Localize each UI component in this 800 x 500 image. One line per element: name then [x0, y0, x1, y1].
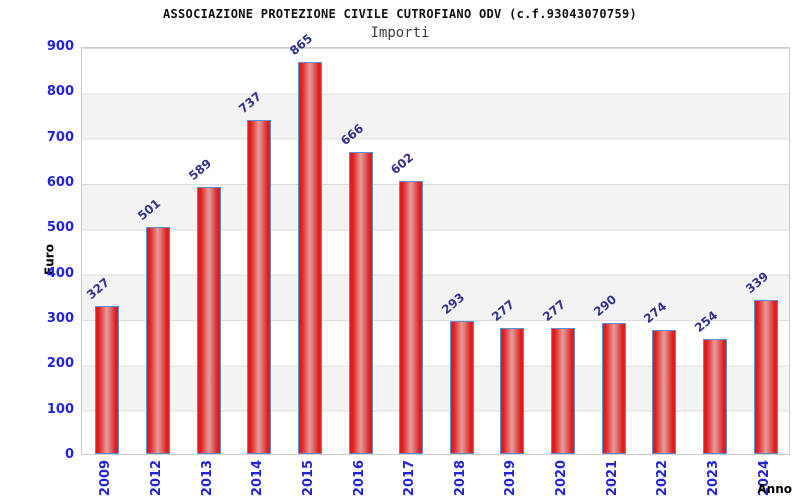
- chart-title: ASSOCIAZIONE PROTEZIONE CIVILE CUTROFIAN…: [162, 7, 638, 21]
- x-tick-label-2023: 2023: [706, 459, 722, 497]
- x-tick-label-2018: 2018: [452, 459, 468, 497]
- bar-2012: [145, 226, 170, 454]
- x-tick-label-2019: 2019: [503, 459, 519, 497]
- x-tick-label-2017: 2017: [402, 459, 418, 497]
- x-tick-label-2022: 2022: [655, 459, 671, 497]
- bar-value-label: 290: [590, 291, 619, 319]
- y-tick-label: 100: [46, 401, 74, 417]
- x-tick-label-2014: 2014: [250, 459, 266, 497]
- bar-2017: [399, 181, 424, 454]
- bar-2014: [247, 119, 272, 454]
- bar-2021: [601, 322, 626, 454]
- bar-value-label: 293: [438, 290, 468, 318]
- bar-2022: [652, 329, 677, 454]
- x-tick-label-2015: 2015: [300, 459, 316, 497]
- bar-2013: [196, 187, 221, 454]
- bar-value-label: 589: [185, 156, 214, 183]
- bar-value-label: 254: [692, 308, 721, 335]
- bar-value-label: 274: [641, 298, 670, 326]
- x-tick-label-2016: 2016: [351, 459, 367, 497]
- bar-2020: [551, 328, 576, 454]
- plot-area: 327 501 589 737 865 666 602 293 277 277 290 274 254 3…: [81, 31, 790, 455]
- bar-value-label: 666: [337, 121, 366, 149]
- bar-2016: [348, 152, 373, 454]
- x-tick-label-2012: 2012: [148, 459, 164, 497]
- bar-2024: [753, 300, 778, 454]
- x-axis-title: Anno: [757, 482, 792, 496]
- bar-value-label: 339: [742, 269, 771, 297]
- bar-2023: [703, 338, 728, 454]
- bar-value-label: 737: [236, 89, 265, 116]
- bar-2009: [95, 305, 120, 454]
- x-tick-label-2020: 2020: [554, 459, 570, 497]
- y-tick-label: 900: [46, 39, 74, 54]
- x-tick-label-2013: 2013: [199, 459, 215, 497]
- x-tick-label-2009: 2009: [98, 459, 114, 497]
- y-tick-label: 400: [46, 265, 74, 281]
- bar-value-label: 277: [489, 297, 518, 325]
- y-tick-label: 800: [46, 84, 74, 100]
- y-tick-label: 200: [46, 356, 74, 372]
- y-tick-label: 0: [64, 447, 74, 462]
- y-tick-label: 300: [46, 311, 74, 326]
- bar-value-label: 327: [84, 274, 113, 302]
- bar-value-label: 277: [540, 297, 569, 325]
- y-tick-label: 600: [46, 175, 74, 190]
- bar-2018: [449, 321, 474, 454]
- chart-subtitle: Importi: [370, 25, 430, 41]
- y-tick-label: 500: [46, 220, 74, 236]
- bar-2019: [500, 328, 525, 454]
- bar-value-label: 501: [134, 196, 164, 223]
- bar-value-label: 602: [388, 150, 417, 178]
- bar-2015: [297, 61, 322, 454]
- y-tick-label: 700: [46, 129, 74, 145]
- x-tick-label-2021: 2021: [604, 459, 620, 497]
